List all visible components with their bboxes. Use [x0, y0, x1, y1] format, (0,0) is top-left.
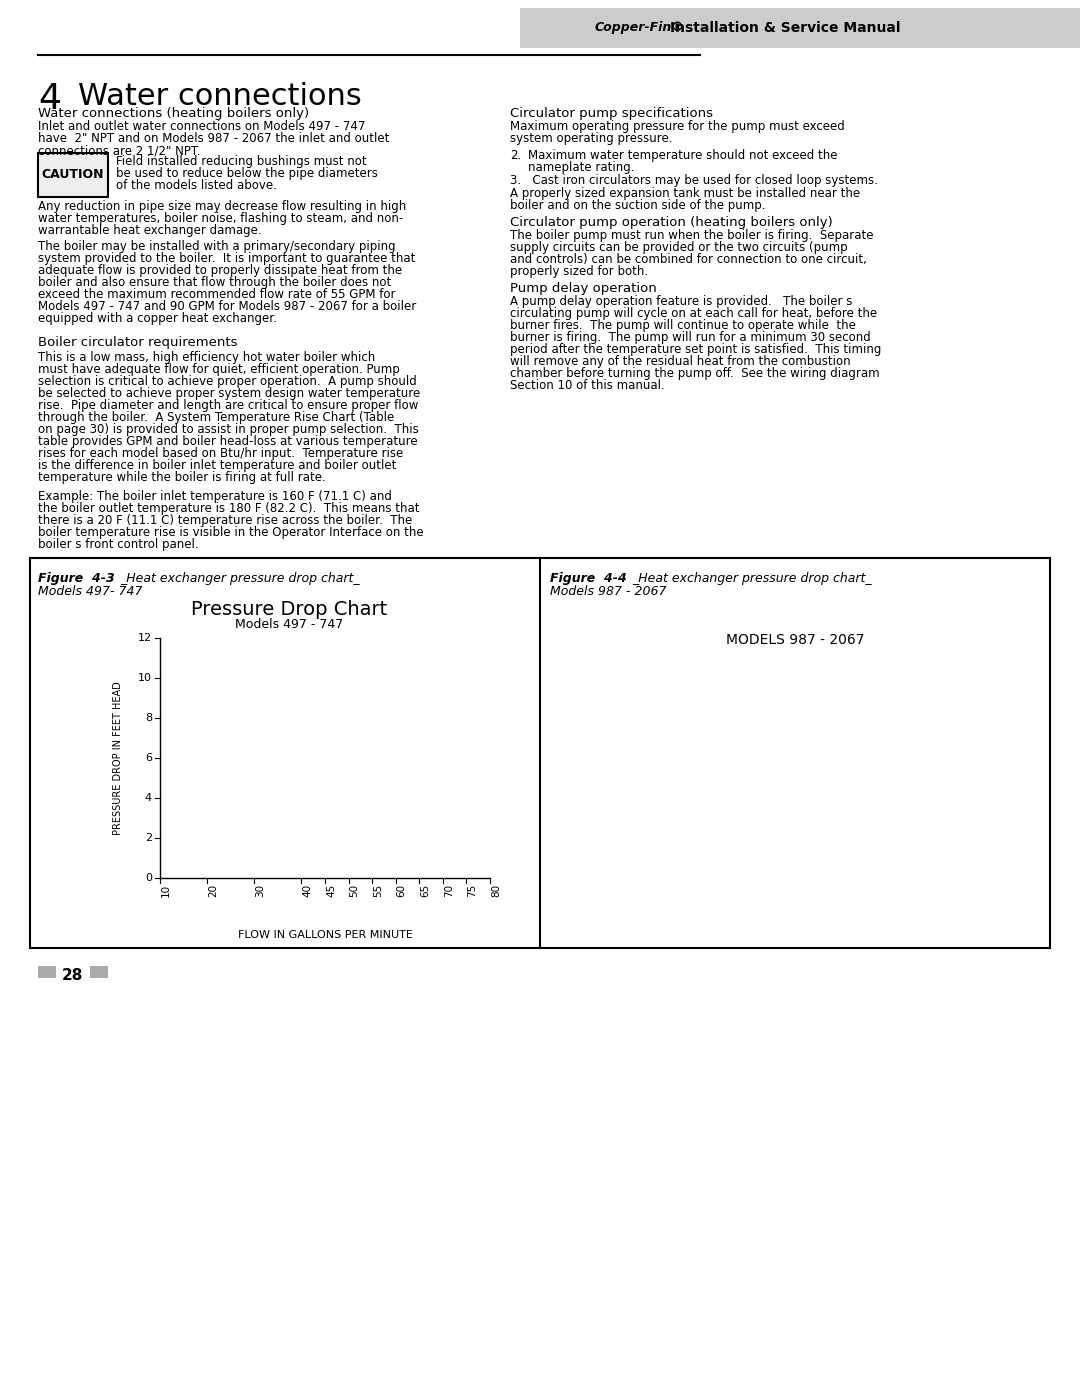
Text: 65: 65 [420, 884, 430, 897]
Text: Pressure Drop Chart: Pressure Drop Chart [191, 599, 387, 619]
Text: 20: 20 [208, 884, 218, 897]
Text: This is a low mass, high efficiency hot water boiler which: This is a low mass, high efficiency hot … [38, 351, 375, 365]
Text: MODELS 987 - 2067: MODELS 987 - 2067 [726, 633, 864, 647]
Text: 80: 80 [491, 884, 501, 897]
Text: Circulator pump specifications: Circulator pump specifications [510, 108, 713, 120]
Text: PRESSURE DROP IN FEET HEAD: PRESSURE DROP IN FEET HEAD [113, 682, 123, 835]
Text: 60: 60 [396, 884, 407, 897]
Text: 50: 50 [350, 884, 360, 897]
Text: Copper-Fin®: Copper-Fin® [595, 21, 685, 35]
Text: be used to reduce below the pipe diameters: be used to reduce below the pipe diamete… [116, 168, 378, 180]
Text: boiler s front control panel.: boiler s front control panel. [38, 538, 199, 550]
Text: boiler temperature rise is visible in the Operator Interface on the: boiler temperature rise is visible in th… [38, 527, 423, 539]
Text: Models 497 - 747: Models 497 - 747 [234, 617, 343, 631]
Text: properly sized for both.: properly sized for both. [510, 265, 648, 278]
Bar [30, 557, 1050, 949]
Text: The boiler may be installed with a primary/secondary piping: The boiler may be installed with a prima… [38, 240, 395, 253]
Text: 45: 45 [326, 884, 336, 897]
Text: Installation & Service Manual: Installation & Service Manual [670, 21, 901, 35]
Text: 40: 40 [302, 884, 312, 897]
Bar [38, 965, 56, 978]
Bar [90, 965, 108, 978]
Text: 10: 10 [138, 673, 152, 683]
Text: rises for each model based on Btu/hr input.  Temperature rise: rises for each model based on Btu/hr inp… [38, 447, 403, 460]
Text: warrantable heat exchanger damage.: warrantable heat exchanger damage. [38, 224, 261, 237]
Text: Pump delay operation: Pump delay operation [510, 282, 657, 295]
Text: 3.   Cast iron circulators may be used for closed loop systems.: 3. Cast iron circulators may be used for… [510, 175, 878, 187]
Text: Models 987 - 2067: Models 987 - 2067 [550, 585, 666, 598]
Text: 28: 28 [62, 968, 83, 983]
Text: system provided to the boiler.  It is important to guarantee that: system provided to the boiler. It is imp… [38, 251, 416, 265]
Text: Water connections: Water connections [78, 82, 362, 110]
Text: table provides GPM and boiler head-loss at various temperature: table provides GPM and boiler head-loss … [38, 434, 418, 448]
Text: burner is firing.  The pump will run for a minimum 30 second: burner is firing. The pump will run for … [510, 331, 870, 344]
Text: Boiler circulator requirements: Boiler circulator requirements [38, 337, 238, 349]
Text: Maximum water temperature should not exceed the: Maximum water temperature should not exc… [528, 149, 837, 162]
Text: period after the temperature set point is satisfied.  This timing: period after the temperature set point i… [510, 344, 881, 356]
Text: Section 10 of this manual.: Section 10 of this manual. [510, 379, 665, 393]
Text: water temperatures, boiler noise, flashing to steam, and non-: water temperatures, boiler noise, flashi… [38, 212, 403, 225]
Text: of the models listed above.: of the models listed above. [116, 179, 276, 191]
Text: selection is critical to achieve proper operation.  A pump should: selection is critical to achieve proper … [38, 374, 417, 388]
Text: circulating pump will cycle on at each call for heat, before the: circulating pump will cycle on at each c… [510, 307, 877, 320]
Text: 0: 0 [145, 873, 152, 883]
Text: equipped with a copper heat exchanger.: equipped with a copper heat exchanger. [38, 312, 276, 326]
Bar [519, 8, 1080, 47]
Text: there is a 20 F (11.1 C) temperature rise across the boiler.  The: there is a 20 F (11.1 C) temperature ris… [38, 514, 413, 527]
Text: boiler and also ensure that flow through the boiler does not: boiler and also ensure that flow through… [38, 277, 391, 289]
Text: FLOW IN GALLONS PER MINUTE: FLOW IN GALLONS PER MINUTE [238, 930, 413, 940]
Text: 2: 2 [145, 833, 152, 842]
Text: Models 497 - 747 and 90 GPM for Models 987 - 2067 for a boiler: Models 497 - 747 and 90 GPM for Models 9… [38, 300, 416, 313]
Text: 2.: 2. [510, 149, 522, 162]
Text: must have adequate flow for quiet, efficient operation. Pump: must have adequate flow for quiet, effic… [38, 363, 400, 376]
Text: 4: 4 [145, 793, 152, 803]
Text: _Heat exchanger pressure drop chart_: _Heat exchanger pressure drop chart_ [120, 571, 360, 585]
Text: Figure  4-4: Figure 4-4 [550, 571, 626, 585]
Text: is the difference in boiler inlet temperature and boiler outlet: is the difference in boiler inlet temper… [38, 460, 396, 472]
Bar [38, 154, 108, 197]
Text: chamber before turning the pump off.  See the wiring diagram: chamber before turning the pump off. See… [510, 367, 879, 380]
Text: 70: 70 [444, 884, 454, 897]
Text: adequate flow is provided to properly dissipate heat from the: adequate flow is provided to properly di… [38, 264, 402, 277]
Text: supply circuits can be provided or the two circuits (pump: supply circuits can be provided or the t… [510, 242, 848, 254]
Text: on page 30) is provided to assist in proper pump selection.  This: on page 30) is provided to assist in pro… [38, 423, 419, 436]
Text: exceed the maximum recommended flow rate of 55 GPM for: exceed the maximum recommended flow rate… [38, 288, 395, 300]
Text: A properly sized expansion tank must be installed near the: A properly sized expansion tank must be … [510, 187, 860, 200]
Text: through the boiler.  A System Temperature Rise Chart (Table: through the boiler. A System Temperature… [38, 411, 394, 425]
Text: be selected to achieve proper system design water temperature: be selected to achieve proper system des… [38, 387, 420, 400]
Text: Circulator pump operation (heating boilers only): Circulator pump operation (heating boile… [510, 217, 833, 229]
Text: Figure  4-3: Figure 4-3 [38, 571, 114, 585]
Text: 4: 4 [38, 82, 60, 116]
Text: connections are 2 1/2" NPT.: connections are 2 1/2" NPT. [38, 144, 201, 156]
Text: have  2" NPT and on Models 987 - 2067 the inlet and outlet: have 2" NPT and on Models 987 - 2067 the… [38, 131, 390, 145]
Text: 8: 8 [145, 712, 152, 724]
Text: Models 497- 747: Models 497- 747 [38, 585, 143, 598]
Text: Any reduction in pipe size may decrease flow resulting in high: Any reduction in pipe size may decrease … [38, 200, 406, 212]
Text: 30: 30 [255, 884, 266, 897]
Text: _Heat exchanger pressure drop chart_: _Heat exchanger pressure drop chart_ [632, 571, 872, 585]
Text: 75: 75 [468, 884, 477, 897]
Text: A pump delay operation feature is provided.   The boiler s: A pump delay operation feature is provid… [510, 295, 852, 307]
Text: Example: The boiler inlet temperature is 160 F (71.1 C) and: Example: The boiler inlet temperature is… [38, 490, 392, 503]
Text: Inlet and outlet water connections on Models 497 - 747: Inlet and outlet water connections on Mo… [38, 120, 365, 133]
Text: Water connections (heating boilers only): Water connections (heating boilers only) [38, 108, 309, 120]
Text: nameplate rating.: nameplate rating. [528, 161, 635, 175]
Text: and controls) can be combined for connection to one circuit,: and controls) can be combined for connec… [510, 253, 867, 265]
Text: boiler and on the suction side of the pump.: boiler and on the suction side of the pu… [510, 198, 766, 212]
Text: 55: 55 [374, 884, 383, 897]
Text: system operating pressure.: system operating pressure. [510, 131, 673, 145]
Text: rise.  Pipe diameter and length are critical to ensure proper flow: rise. Pipe diameter and length are criti… [38, 400, 418, 412]
Text: temperature while the boiler is firing at full rate.: temperature while the boiler is firing a… [38, 471, 326, 483]
Text: CAUTION: CAUTION [42, 169, 105, 182]
Text: the boiler outlet temperature is 180 F (82.2 C).  This means that: the boiler outlet temperature is 180 F (… [38, 502, 419, 515]
Text: Maximum operating pressure for the pump must exceed: Maximum operating pressure for the pump … [510, 120, 845, 133]
Text: 12: 12 [138, 633, 152, 643]
Text: The boiler pump must run when the boiler is firing.  Separate: The boiler pump must run when the boiler… [510, 229, 874, 242]
Text: 10: 10 [161, 884, 171, 897]
Text: Field installed reducing bushings must not: Field installed reducing bushings must n… [116, 155, 366, 168]
Text: burner fires.  The pump will continue to operate while  the: burner fires. The pump will continue to … [510, 319, 855, 332]
Text: will remove any of the residual heat from the combustion: will remove any of the residual heat fro… [510, 355, 851, 367]
Text: 6: 6 [145, 753, 152, 763]
